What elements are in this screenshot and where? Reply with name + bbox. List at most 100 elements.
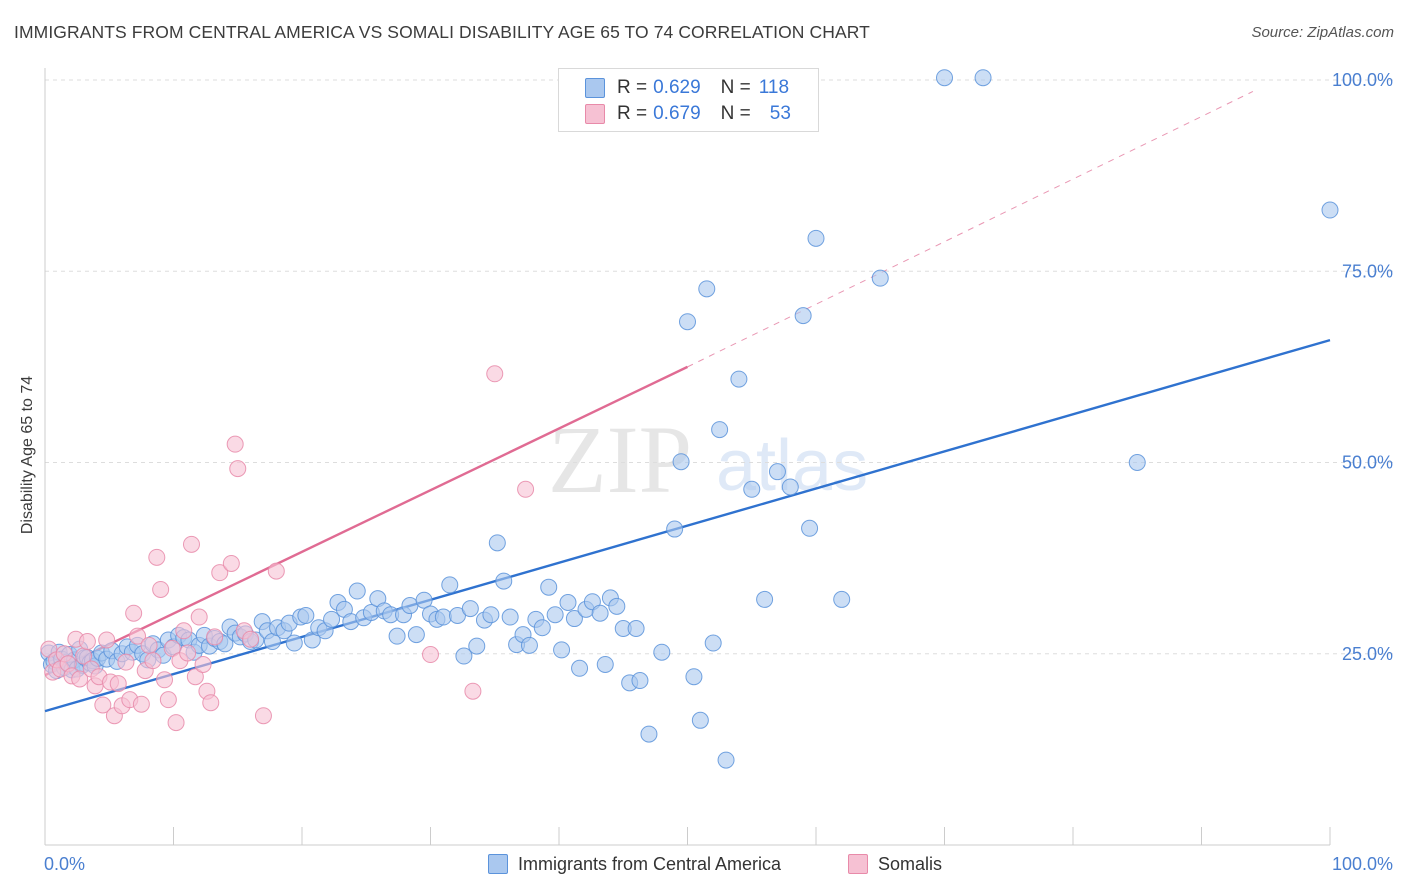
central-america-point <box>407 626 425 644</box>
legend-row-central-america: R = 0.629 N = 118 <box>585 76 789 100</box>
somali-point <box>202 694 220 712</box>
somali-point <box>129 627 147 645</box>
somali-point <box>163 639 181 657</box>
central-america-point <box>591 604 609 622</box>
central-america-point <box>553 641 571 659</box>
central-america-point <box>482 606 500 624</box>
somali-point <box>159 691 177 709</box>
central-america-point <box>415 591 433 609</box>
central-america-point <box>698 280 716 298</box>
trend-lines <box>44 91 1331 713</box>
central-america-point <box>401 597 419 615</box>
central-america-point <box>495 572 513 590</box>
grid-lines <box>45 79 1394 655</box>
central-america-point <box>434 608 452 626</box>
bottom-legend-central-america: Immigrants from Central America <box>488 852 781 876</box>
central-america-point <box>441 576 459 594</box>
somali-point <box>109 675 127 693</box>
somali-point <box>229 460 247 478</box>
somali-point <box>464 682 482 700</box>
somali-point <box>148 548 166 566</box>
central-america-point <box>520 636 538 654</box>
central-america-point <box>653 643 671 661</box>
somali-point <box>140 636 158 654</box>
y-tick-label: 50.0% <box>1342 453 1393 473</box>
somali-point <box>226 435 244 453</box>
bottom-legend-label-somalis: Somalis <box>878 853 943 874</box>
trend-line-somalis <box>44 365 689 677</box>
central-america-point <box>704 634 722 652</box>
bottom-legend-swatch-blue <box>488 854 508 874</box>
somali-point <box>194 655 212 673</box>
central-america-point <box>297 607 315 624</box>
central-america-point <box>455 647 473 665</box>
central-america-point <box>807 229 825 247</box>
central-america-point <box>608 597 626 615</box>
somali-point <box>242 630 260 648</box>
trend-line-somalis-extension <box>687 91 1254 368</box>
central-america-point <box>672 453 690 471</box>
legend-n-label: N = <box>720 103 751 124</box>
somali-point <box>186 668 204 686</box>
somali-point <box>132 695 150 713</box>
legend-r-value: 0.679 <box>653 103 701 124</box>
somali-point <box>422 646 439 664</box>
somali-point <box>222 554 240 572</box>
central-america-point <box>679 313 696 331</box>
somali-point <box>486 365 504 383</box>
somali-point <box>71 670 89 688</box>
central-america-point <box>717 751 735 769</box>
central-america-point <box>756 590 774 608</box>
central-america-point <box>571 659 589 677</box>
bottom-legend-label-central-america: Immigrants from Central America <box>518 853 782 874</box>
central-america-point <box>533 619 551 637</box>
central-america-point <box>540 578 558 596</box>
somali-point <box>117 653 135 671</box>
somali-point <box>167 714 185 732</box>
central-america-point <box>666 520 684 538</box>
central-america-point <box>488 534 506 552</box>
axes <box>44 68 1331 846</box>
legend-row-somalis: R = 0.679 N = 53 <box>585 102 791 126</box>
chart-title: IMMIGRANTS FROM CENTRAL AMERICA VS SOMAL… <box>14 22 870 42</box>
somali-point <box>182 535 200 553</box>
somali-point <box>254 707 272 725</box>
central-america-point <box>285 634 303 652</box>
central-america-point <box>640 725 658 743</box>
legend-n-value: 53 <box>769 103 791 124</box>
chart-source: Source: ZipAtlas.com <box>1251 24 1394 41</box>
central-america-point <box>730 370 748 388</box>
legend-r-label: R = <box>617 103 648 124</box>
legend-swatch-pink <box>585 104 605 124</box>
bottom-legend-swatch-pink <box>848 854 868 874</box>
x-tick-label: 100.0% <box>1332 854 1393 874</box>
legend-n-label: N = <box>720 77 751 98</box>
legend-swatch-blue <box>585 78 605 98</box>
central-america-point <box>936 69 953 87</box>
central-america-point <box>596 655 614 673</box>
central-america-point <box>711 421 729 439</box>
central-america-point <box>974 69 992 87</box>
central-america-point <box>691 711 709 729</box>
y-tick-label: 75.0% <box>1342 261 1393 281</box>
central-america-point <box>631 672 649 690</box>
central-america-point <box>323 610 341 628</box>
central-america-point <box>546 606 564 624</box>
somali-point <box>152 580 170 598</box>
central-america-point <box>1321 201 1339 219</box>
somali-point <box>211 564 229 582</box>
somali-point <box>179 644 197 662</box>
somali-point <box>517 480 535 498</box>
correlation-legend: R = 0.629 N = 118 R = 0.679 N = 53 <box>558 68 819 132</box>
central-america-point <box>348 582 366 600</box>
central-america-point <box>1128 454 1146 471</box>
central-america-point <box>461 600 479 618</box>
somali-point <box>156 671 174 689</box>
central-america-point <box>781 478 799 496</box>
somali-point <box>78 633 96 651</box>
somali-point <box>175 622 193 640</box>
legend-n-value: 118 <box>758 77 790 98</box>
legend-r-label: R = <box>617 77 648 98</box>
central-america-point <box>768 463 786 481</box>
